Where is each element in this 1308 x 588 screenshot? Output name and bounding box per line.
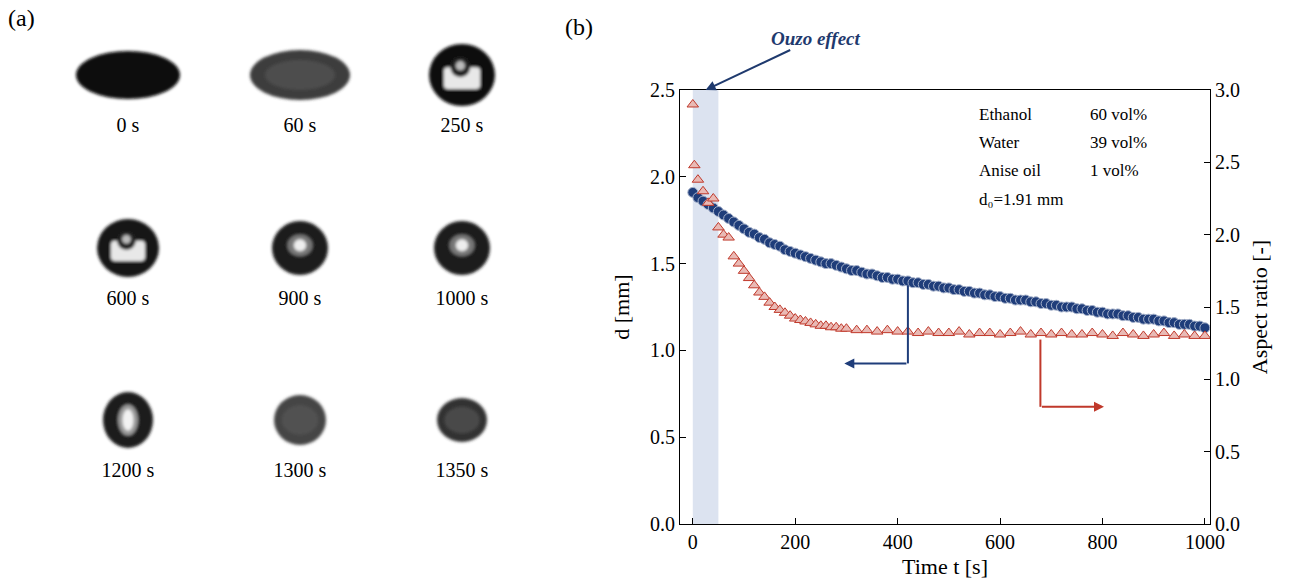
svg-text:900 s: 900 s (279, 287, 322, 309)
svg-text:Ouzo effect: Ouzo effect (771, 28, 861, 49)
svg-text:d [mm]: d [mm] (609, 274, 634, 339)
svg-text:0 s: 0 s (117, 114, 140, 136)
svg-text:0: 0 (688, 531, 698, 553)
svg-text:1200 s: 1200 s (102, 459, 155, 481)
svg-text:39 vol%: 39 vol% (1090, 133, 1147, 152)
svg-text:1350 s: 1350 s (436, 459, 489, 481)
svg-text:2.0: 2.0 (1215, 224, 1240, 246)
svg-text:800: 800 (1087, 531, 1117, 553)
svg-text:0.0: 0.0 (1215, 513, 1240, 535)
svg-text:d₀=1.91 mm: d₀=1.91 mm (979, 190, 1063, 209)
svg-text:0.5: 0.5 (1215, 441, 1240, 463)
svg-text:400: 400 (883, 531, 913, 553)
svg-text:(a): (a) (8, 5, 35, 31)
svg-text:60 vol%: 60 vol% (1090, 105, 1147, 124)
svg-text:1.0: 1.0 (1215, 368, 1240, 390)
svg-text:0.0: 0.0 (650, 513, 675, 535)
svg-text:1.5: 1.5 (650, 253, 675, 275)
svg-text:1 vol%: 1 vol% (1090, 161, 1139, 180)
svg-text:2.5: 2.5 (1215, 151, 1240, 173)
svg-text:2.0: 2.0 (650, 166, 675, 188)
svg-text:3.0: 3.0 (1215, 79, 1240, 101)
svg-text:2.5: 2.5 (650, 79, 675, 101)
svg-text:Water: Water (979, 133, 1019, 152)
svg-text:Ethanol: Ethanol (979, 105, 1032, 124)
svg-text:1000: 1000 (1185, 531, 1225, 553)
svg-text:Aspect ratio [-]: Aspect ratio [-] (1247, 240, 1272, 374)
svg-text:1000 s: 1000 s (436, 287, 489, 309)
svg-text:600 s: 600 s (107, 287, 150, 309)
svg-text:Time t [s]: Time t [s] (902, 554, 988, 579)
svg-text:250 s: 250 s (441, 114, 484, 136)
svg-text:600: 600 (985, 531, 1015, 553)
svg-text:Anise oil: Anise oil (979, 161, 1041, 180)
svg-text:1.5: 1.5 (1215, 296, 1240, 318)
svg-text:200: 200 (780, 531, 810, 553)
svg-text:1300 s: 1300 s (274, 459, 327, 481)
svg-text:1.0: 1.0 (650, 339, 675, 361)
svg-text:0.5: 0.5 (650, 426, 675, 448)
svg-text:60 s: 60 s (284, 114, 317, 136)
svg-text:(b): (b) (565, 14, 593, 40)
